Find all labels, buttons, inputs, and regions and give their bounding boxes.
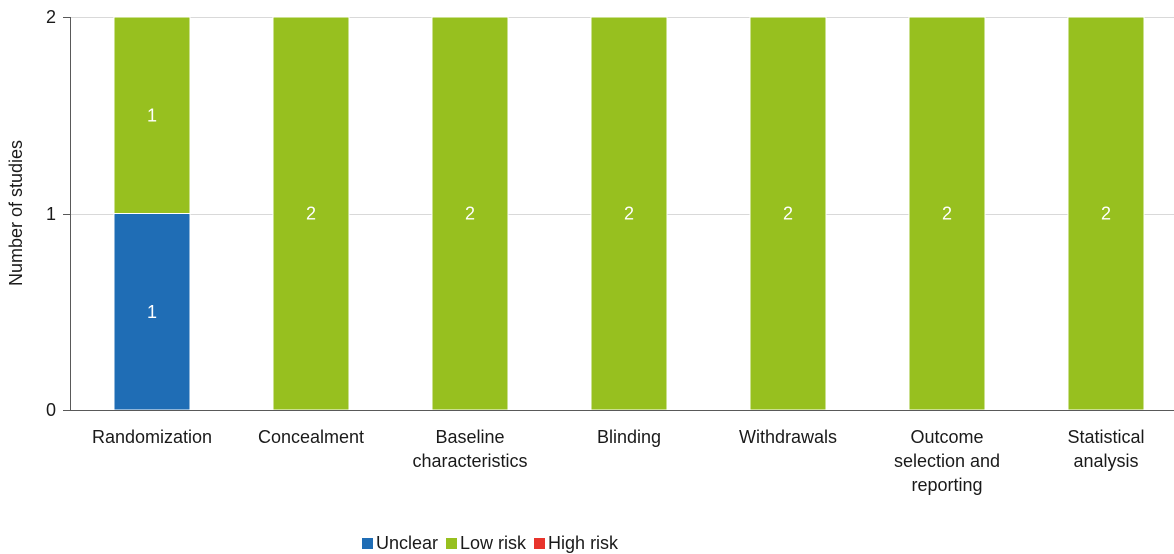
x-category-label-baseline-characteristics: Baseline characteristics	[412, 427, 528, 471]
bar-low-risk-baseline-characteristics	[431, 16, 509, 411]
data-label-low-risk-randomization: 1	[147, 105, 157, 125]
x-category-label-concealment: Concealment	[257, 427, 365, 447]
data-label-unclear-randomization: 1	[147, 302, 157, 322]
bars	[113, 16, 1145, 411]
y-tick-label: 1	[45, 204, 56, 224]
bar-low-risk-concealment	[272, 16, 350, 411]
data-label-low-risk-statistical-analysis: 2	[1101, 204, 1111, 224]
bar-low-risk-blinding	[590, 16, 668, 411]
bar-low-risk-statistical-analysis	[1067, 16, 1145, 411]
legend-label-high-risk: High risk	[548, 533, 619, 553]
y-tick-label: 2	[45, 7, 56, 27]
data-label-low-risk-baseline-characteristics: 2	[465, 204, 475, 224]
legend-item-low-risk: Low risk	[446, 533, 526, 553]
bar-low-risk-withdrawals	[749, 16, 827, 411]
bar-low-risk-outcome-selection-and-reporting	[908, 16, 986, 411]
legend-item-unclear: Unclear	[362, 533, 438, 553]
x-category-label-outcome-selection-and-reporting: Outcome selection and reporting	[893, 427, 1001, 495]
legend-swatch-low-risk	[446, 537, 458, 549]
data-label-low-risk-outcome-selection-and-reporting: 2	[942, 204, 952, 224]
legend: Unclear Low risk High risk	[362, 533, 626, 553]
bar-low-risk-randomization	[113, 16, 191, 214]
data-labels: 1 1 2 2 2 2 2 2	[147, 105, 1111, 322]
legend-label-unclear: Unclear	[376, 533, 439, 553]
x-category-label-blinding: Blinding	[596, 427, 662, 447]
x-category-label-statistical-analysis: Statistical analysis	[1067, 427, 1145, 471]
data-label-low-risk-concealment: 2	[306, 204, 316, 224]
legend-item-high-risk: High risk	[534, 533, 618, 553]
y-tick-label: 0	[45, 400, 56, 420]
legend-swatch-high-risk	[534, 537, 546, 549]
legend-swatch-unclear	[362, 537, 373, 549]
x-category-label-withdrawals: Withdrawals	[738, 427, 838, 447]
legend-label-low-risk: Low risk	[460, 533, 527, 553]
data-label-low-risk-withdrawals: 2	[783, 204, 793, 224]
x-category-label-randomization: Randomization	[91, 427, 213, 447]
bar-unclear-randomization	[113, 213, 191, 411]
data-label-low-risk-blinding: 2	[624, 204, 634, 224]
